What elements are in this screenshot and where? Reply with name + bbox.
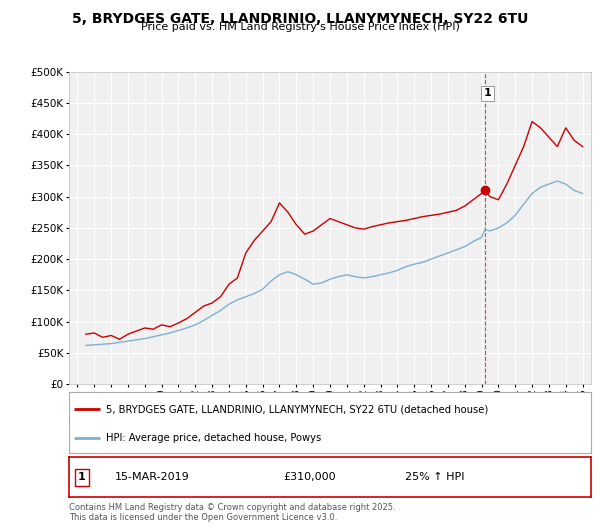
Text: 15-MAR-2019: 15-MAR-2019 [115,472,190,482]
Text: HPI: Average price, detached house, Powys: HPI: Average price, detached house, Powy… [106,433,321,443]
Text: This data is licensed under the Open Government Licence v3.0.: This data is licensed under the Open Gov… [69,513,337,522]
Text: 5, BRYDGES GATE, LLANDRINIO, LLANYMYNECH, SY22 6TU: 5, BRYDGES GATE, LLANDRINIO, LLANYMYNECH… [72,12,528,25]
Text: Price paid vs. HM Land Registry's House Price Index (HPI): Price paid vs. HM Land Registry's House … [140,22,460,32]
Text: £310,000: £310,000 [283,472,335,482]
Text: Contains HM Land Registry data © Crown copyright and database right 2025.: Contains HM Land Registry data © Crown c… [69,504,395,513]
Text: 25% ↑ HPI: 25% ↑ HPI [404,472,464,482]
Text: 1: 1 [78,472,86,482]
Text: 1: 1 [484,89,491,99]
Text: 5, BRYDGES GATE, LLANDRINIO, LLANYMYNECH, SY22 6TU (detached house): 5, BRYDGES GATE, LLANDRINIO, LLANYMYNECH… [106,404,488,414]
